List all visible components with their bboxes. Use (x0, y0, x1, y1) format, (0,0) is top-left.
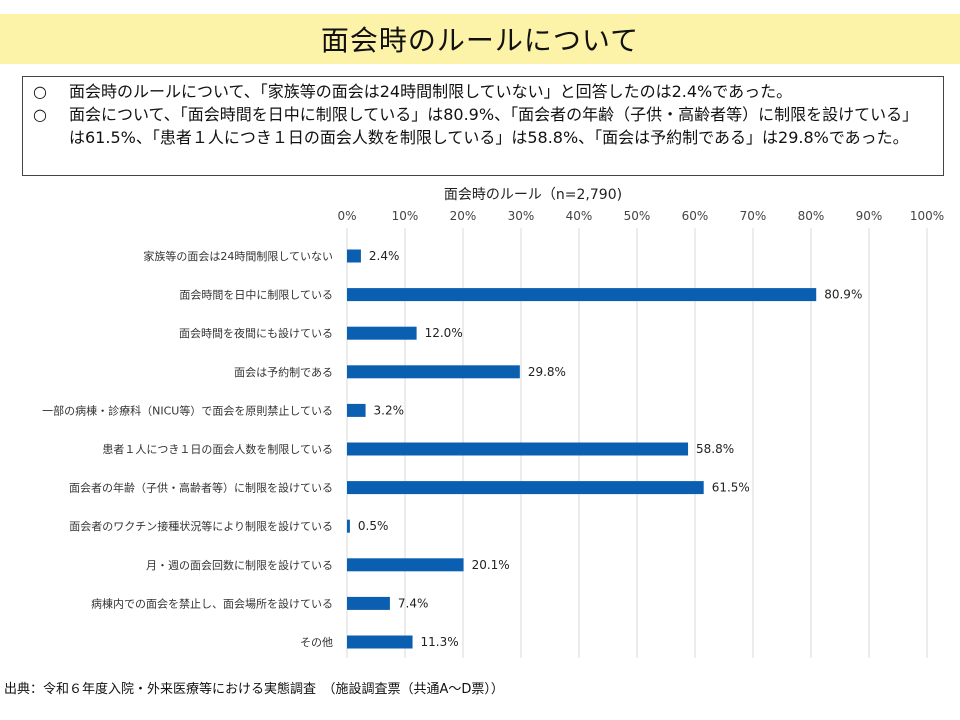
x-tick-label: 90% (856, 209, 883, 223)
x-tick-label: 30% (508, 209, 535, 223)
x-tick-label: 100% (910, 209, 944, 223)
bar (347, 403, 366, 417)
category-label: 面会は予約制である (234, 365, 333, 379)
category-label: その他 (300, 636, 333, 649)
category-label: 面会者の年齢（子供・高齢者等）に制限を設けている (69, 481, 333, 495)
data-label: 3.2% (374, 403, 405, 417)
summary-item: ○ 面会時のルールについて、「家族等の面会は24時間制限していない」と回答したの… (33, 80, 933, 103)
bar-chart: 面会時のルール（n=2,790) 0% 10% 20% 30% 40% 50% 60% 70%… (42, 187, 944, 658)
source-note: 出典：令和６年度入院・外来医療等における実態調査 （施設調査票（共通A～D票）） (4, 682, 504, 697)
x-tick-label: 10% (392, 209, 419, 223)
bar (347, 288, 817, 302)
circle-bullet-icon: ○ (33, 82, 47, 101)
bar-layer: 家族等の面会は24時間制限していない 2.4% 面会時間を日中に制限している 80.9… (42, 249, 862, 649)
data-label: 7.4% (398, 596, 429, 610)
data-label: 58.8% (696, 442, 734, 456)
bar (347, 519, 350, 533)
x-tick-label: 50% (624, 209, 651, 223)
data-label: 0.5% (358, 519, 389, 533)
x-tick-label: 0% (337, 209, 356, 223)
bar (347, 635, 413, 649)
chart-title: 面会時のルール（n=2,790) (444, 187, 622, 203)
category-label: 面会者のワクチン接種状況等により制限を設けている (69, 519, 333, 533)
x-tick-label: 20% (450, 209, 477, 223)
data-label: 12.0% (425, 326, 463, 340)
category-label: 患者１人につき１日の面会人数を制限している (102, 443, 333, 456)
x-tick-label: 40% (566, 209, 593, 223)
data-label: 61.5% (712, 481, 750, 495)
x-tick-label: 80% (798, 209, 825, 223)
summary-text: 面会時のルールについて、「家族等の面会は24時間制限していない」と回答したのは2… (69, 82, 793, 101)
x-tick-label: 60% (682, 209, 709, 223)
x-tick-layer: 0% 10% 20% 30% 40% 50% 60% 70% 80% 90% 100% (337, 209, 944, 223)
summary-text: 面会について、「面会時間を日中に制限している」は80.9%、「面会者の年齢（子供… (69, 105, 919, 147)
x-tick-label: 70% (740, 209, 767, 223)
title-banner: 面会時のルールについて (0, 14, 960, 64)
bar (347, 442, 689, 456)
data-label: 2.4% (369, 249, 400, 263)
data-label: 11.3% (421, 635, 459, 649)
category-label: 月・週の面会回数に制限を設けている (146, 558, 333, 572)
category-label: 面会時間を夜間にも設けている (179, 326, 333, 340)
summary-item: ○ 面会について、「面会時間を日中に制限している」は80.9%、「面会者の年齢（… (33, 103, 933, 149)
summary-box: ○ 面会時のルールについて、「家族等の面会は24時間制限していない」と回答したの… (22, 76, 944, 176)
data-label: 29.8% (528, 365, 566, 379)
category-label: 一部の病棟・診療科（NICU等）で面会を原則禁止している (42, 403, 333, 417)
bar (347, 558, 464, 572)
category-label: 病棟内での面会を禁止し、面会場所を設けている (91, 596, 333, 610)
bar (347, 249, 361, 263)
slide-title: 面会時のルールについて (320, 24, 640, 57)
bar (347, 326, 417, 340)
category-label: 面会時間を日中に制限している (179, 289, 333, 302)
circle-bullet-icon: ○ (33, 105, 47, 124)
data-label: 80.9% (824, 288, 862, 302)
bar (347, 365, 520, 379)
bar (347, 596, 390, 610)
data-label: 20.1% (472, 558, 510, 572)
bar (347, 481, 704, 495)
category-label: 家族等の面会は24時間制限していない (143, 249, 333, 263)
